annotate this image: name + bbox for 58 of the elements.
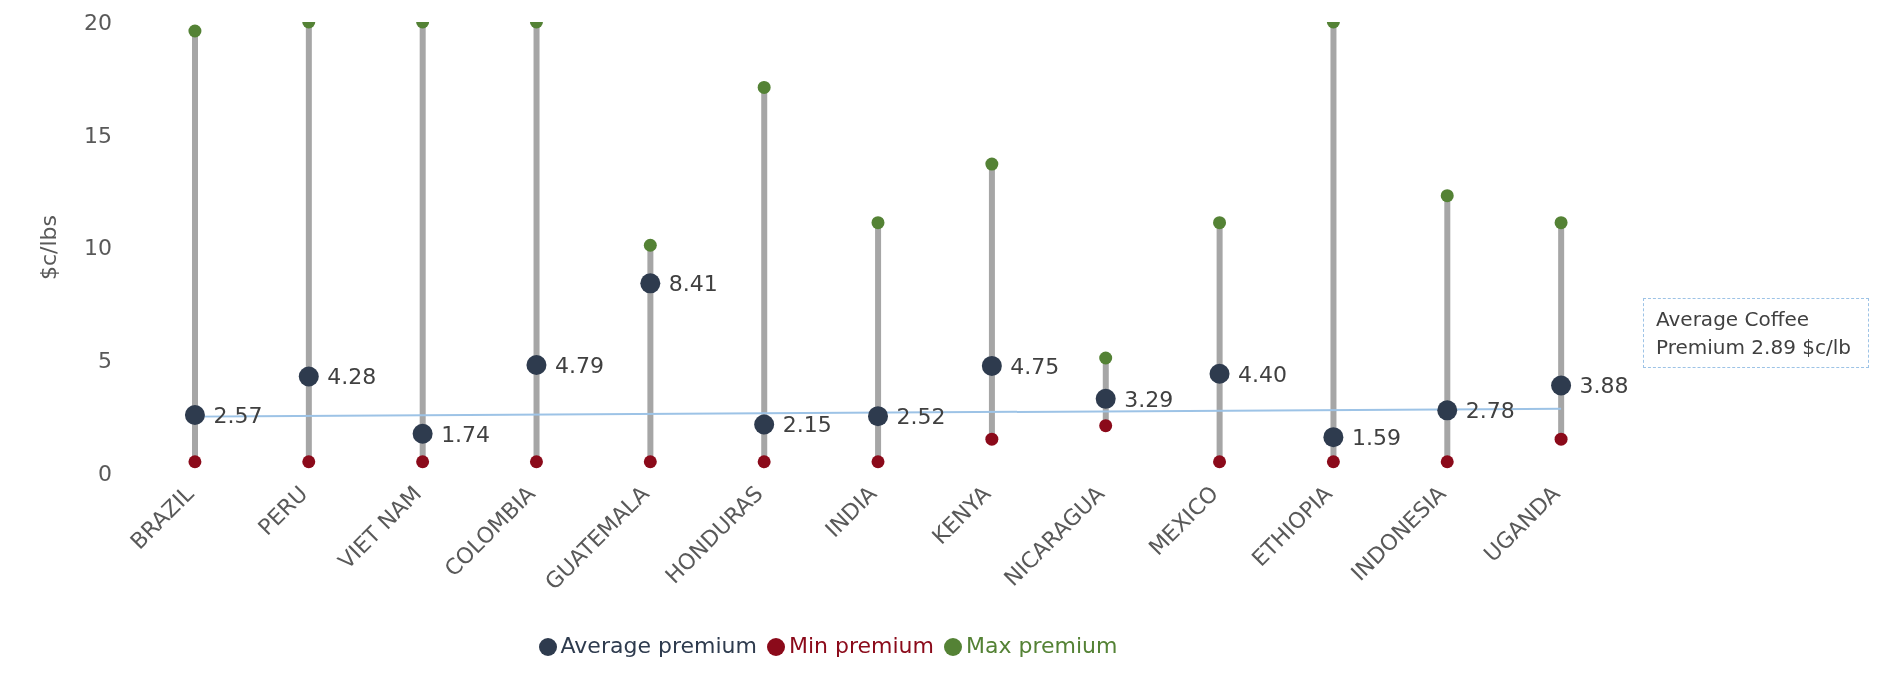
point <box>1440 189 1454 203</box>
data-label: 4.28 <box>327 364 377 390</box>
y-tick-label: 20 <box>84 9 112 35</box>
point <box>184 405 205 426</box>
point <box>1099 419 1113 433</box>
point <box>412 423 433 444</box>
data-label: 4.40 <box>1238 361 1288 387</box>
point <box>643 455 657 469</box>
y-tick-label: 5 <box>98 348 112 374</box>
point <box>757 80 771 94</box>
point <box>526 354 547 375</box>
point <box>871 216 885 230</box>
point <box>985 432 999 446</box>
legend-label: Max premium <box>965 633 1118 658</box>
point <box>871 455 885 469</box>
point <box>1440 455 1454 469</box>
data-label: 2.15 <box>782 412 832 438</box>
point <box>868 406 888 427</box>
point <box>981 355 1002 376</box>
legend-label: Min premium <box>788 633 934 658</box>
point <box>188 455 202 469</box>
point <box>1323 427 1344 448</box>
point <box>1213 216 1227 230</box>
point <box>1213 455 1227 469</box>
y-tick-label: 10 <box>84 235 112 261</box>
point <box>1326 455 1340 469</box>
point <box>985 157 999 171</box>
y-tick-label: 15 <box>84 122 112 148</box>
data-label: 8.41 <box>668 271 718 297</box>
data-label: 3.29 <box>1124 386 1174 412</box>
point <box>1095 388 1116 409</box>
point <box>754 414 775 435</box>
data-label: 2.52 <box>896 403 946 429</box>
data-label: 2.57 <box>213 402 263 428</box>
data-label: 4.79 <box>554 352 604 378</box>
point <box>298 366 319 387</box>
point <box>416 455 430 469</box>
point <box>529 455 543 469</box>
point <box>757 455 771 469</box>
point <box>1554 432 1568 446</box>
y-tick-label: 0 <box>98 460 112 486</box>
data-label: 3.88 <box>1579 373 1629 399</box>
data-label: 2.78 <box>1465 398 1515 424</box>
point <box>302 455 316 469</box>
y-axis-title: $c/lbs <box>35 214 61 281</box>
point <box>188 24 202 38</box>
point <box>1437 400 1458 421</box>
point <box>1099 351 1113 365</box>
point <box>1554 216 1568 230</box>
point <box>643 238 657 252</box>
text: Average Coffee Premium 2.89 $c/lb <box>1643 298 1869 368</box>
data-label: 1.59 <box>1351 424 1401 450</box>
legend-label: Average premium <box>560 633 757 658</box>
data-label: 4.75 <box>1010 353 1060 379</box>
point <box>1209 363 1230 384</box>
data-label: 1.74 <box>441 421 491 447</box>
point <box>1551 375 1572 396</box>
point <box>640 273 661 294</box>
